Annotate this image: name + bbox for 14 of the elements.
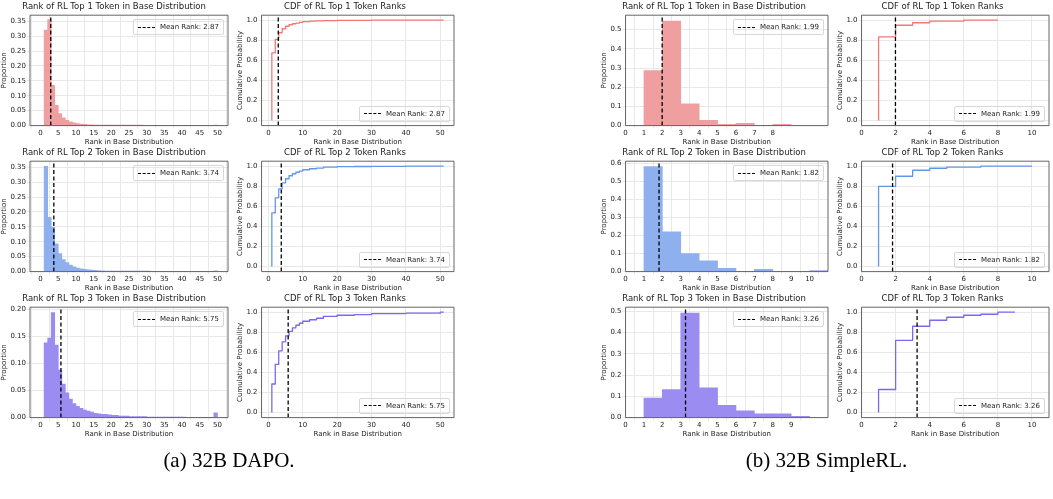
chart-title: Rank of RL Top 2 Token in Base Distribution <box>22 147 206 158</box>
chart-title: CDF of RL Top 2 Token Ranks <box>283 147 407 158</box>
chart-title: CDF of RL Top 1 Token Ranks <box>881 1 1005 12</box>
chart-title: CDF of RL Top 3 Token Ranks <box>881 293 1005 304</box>
chart-title: Rank of RL Top 3 Token in Base Distribution <box>22 293 206 304</box>
chart-title: Rank of RL Top 1 Token in Base Distribution <box>22 1 206 12</box>
chart-title: CDF of RL Top 2 Token Ranks <box>881 147 1005 158</box>
text: (b) 32B SimpleRL. <box>744 448 909 473</box>
chart-title: CDF of RL Top 3 Token Ranks <box>283 293 407 304</box>
chart-title: CDF of RL Top 1 Token Ranks <box>283 1 407 12</box>
chart-title: Rank of RL Top 3 Token in Base Distribution <box>622 293 806 304</box>
chart-title: Rank of RL Top 2 Token in Base Distribution <box>622 147 806 158</box>
chart-title: Rank of RL Top 1 Token in Base Distribution <box>622 1 806 12</box>
text: (a) 32B DAPO. <box>162 448 296 473</box>
